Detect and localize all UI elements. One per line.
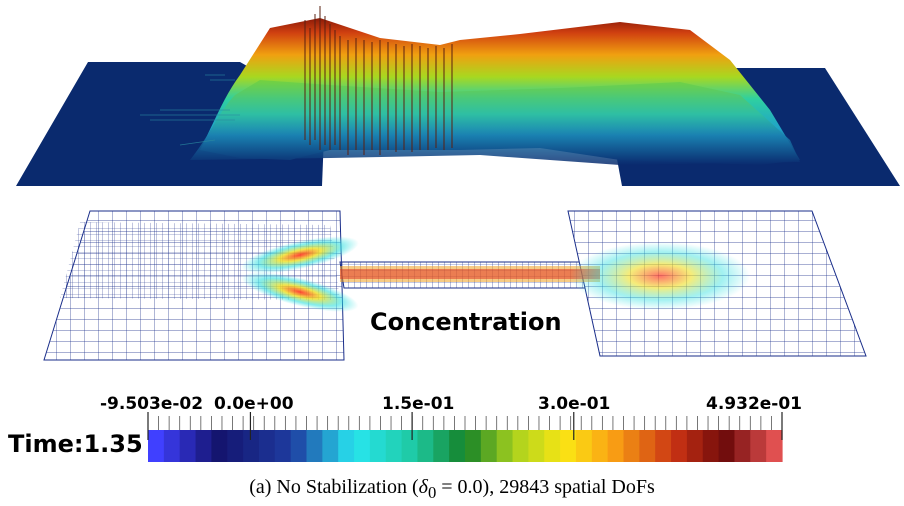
colorbar-band bbox=[290, 430, 308, 462]
colorbar-band bbox=[449, 430, 466, 462]
colorbar-band bbox=[195, 430, 212, 462]
colorbar-band bbox=[465, 430, 482, 462]
colorbar-band bbox=[258, 430, 276, 462]
colorbar-band bbox=[718, 430, 736, 462]
mesh-2d-view bbox=[43, 210, 867, 361]
colorbar bbox=[148, 430, 783, 462]
colorbar-band bbox=[512, 430, 529, 462]
colorbar-band bbox=[385, 430, 403, 462]
field-title: Concentration bbox=[370, 308, 562, 336]
colorbar-tick-label-max: 4.932e-01 bbox=[706, 394, 803, 414]
surface-oscillation-spikes bbox=[304, 6, 453, 155]
colorbar-ticks bbox=[147, 412, 783, 440]
colorbar-band bbox=[274, 430, 292, 462]
colorbar-band bbox=[163, 430, 181, 462]
colorbar-band bbox=[655, 430, 672, 462]
colorbar-band bbox=[322, 430, 339, 462]
surface-3d-view bbox=[16, 6, 900, 186]
colorbar-band bbox=[702, 430, 720, 462]
jet-lower bbox=[241, 272, 359, 312]
time-label: Time:1.35 bbox=[8, 430, 143, 458]
colorbar-band bbox=[179, 430, 197, 462]
caption-symbol: δ bbox=[418, 476, 428, 498]
caption-suffix: = 0.0), 29843 spatial DoFs bbox=[436, 476, 655, 498]
caption-prefix: (a) No Stabilization ( bbox=[249, 476, 419, 498]
colorbar-band bbox=[148, 430, 165, 462]
figure-caption: (a) No Stabilization (δ0 = 0.0), 29843 s… bbox=[0, 476, 904, 503]
jet-upper bbox=[241, 236, 359, 274]
colorbar-band bbox=[686, 430, 704, 462]
colorbar-band bbox=[623, 430, 640, 462]
colorbar-band bbox=[338, 430, 355, 462]
surface-hump-lower bbox=[190, 80, 800, 165]
colorbar-band bbox=[734, 430, 751, 462]
surface-left-noise bbox=[140, 74, 240, 146]
caption-subscript: 0 bbox=[427, 483, 437, 502]
colorbar-tick-label-min: -9.503e-02 bbox=[100, 394, 204, 414]
colorbar-band bbox=[401, 430, 419, 462]
colorbar-tick-label-high: 3.0e-01 bbox=[538, 394, 611, 414]
colorbar-band bbox=[528, 430, 545, 462]
colorbar-band bbox=[417, 430, 434, 462]
colorbar-band bbox=[544, 430, 561, 462]
colorbar-band bbox=[560, 430, 577, 462]
colorbar-band bbox=[211, 430, 228, 462]
jet-outflow bbox=[570, 242, 750, 310]
colorbar-band bbox=[750, 430, 767, 462]
colorbar-band bbox=[306, 430, 323, 462]
colorbar-band bbox=[591, 430, 609, 462]
colorbar-band bbox=[433, 430, 450, 462]
colorbar-band bbox=[243, 430, 260, 462]
colorbar-band bbox=[227, 430, 244, 462]
colorbar-band bbox=[671, 430, 688, 462]
colorbar-band bbox=[766, 430, 783, 462]
colorbar-band bbox=[639, 430, 656, 462]
colorbar-band bbox=[607, 430, 625, 462]
colorbar-band bbox=[369, 430, 387, 462]
colorbar-band bbox=[480, 430, 498, 462]
colorbar-band bbox=[354, 430, 371, 462]
colorbar-tick-label-mid: 1.5e-01 bbox=[382, 394, 455, 414]
colorbar-tick-label-zero: 0.0e+00 bbox=[214, 394, 294, 414]
colorbar-band bbox=[496, 430, 514, 462]
colorbar-band bbox=[575, 430, 593, 462]
